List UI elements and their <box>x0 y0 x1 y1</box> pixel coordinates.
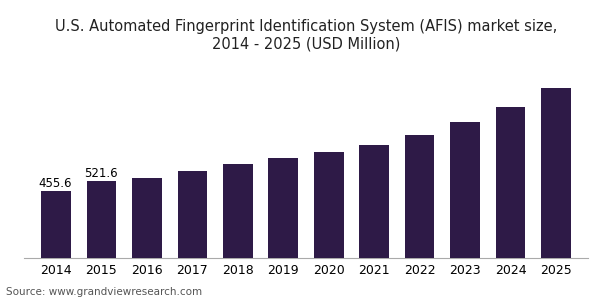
Text: 455.6: 455.6 <box>38 177 72 190</box>
Bar <box>314 152 344 258</box>
Bar <box>178 172 207 258</box>
Bar <box>268 158 298 258</box>
Bar <box>41 191 71 258</box>
Bar <box>223 164 253 258</box>
Bar <box>451 122 480 258</box>
Bar <box>541 88 571 258</box>
Text: 521.6: 521.6 <box>84 167 118 180</box>
Text: Source: www.grandviewresearch.com: Source: www.grandviewresearch.com <box>6 287 202 297</box>
Bar <box>359 145 389 258</box>
Bar <box>86 182 116 258</box>
Bar <box>405 135 434 258</box>
Title: U.S. Automated Fingerprint Identification System (AFIS) market size,
2014 - 2025: U.S. Automated Fingerprint Identificatio… <box>55 20 557 52</box>
Bar <box>496 107 526 258</box>
Bar <box>132 178 161 258</box>
